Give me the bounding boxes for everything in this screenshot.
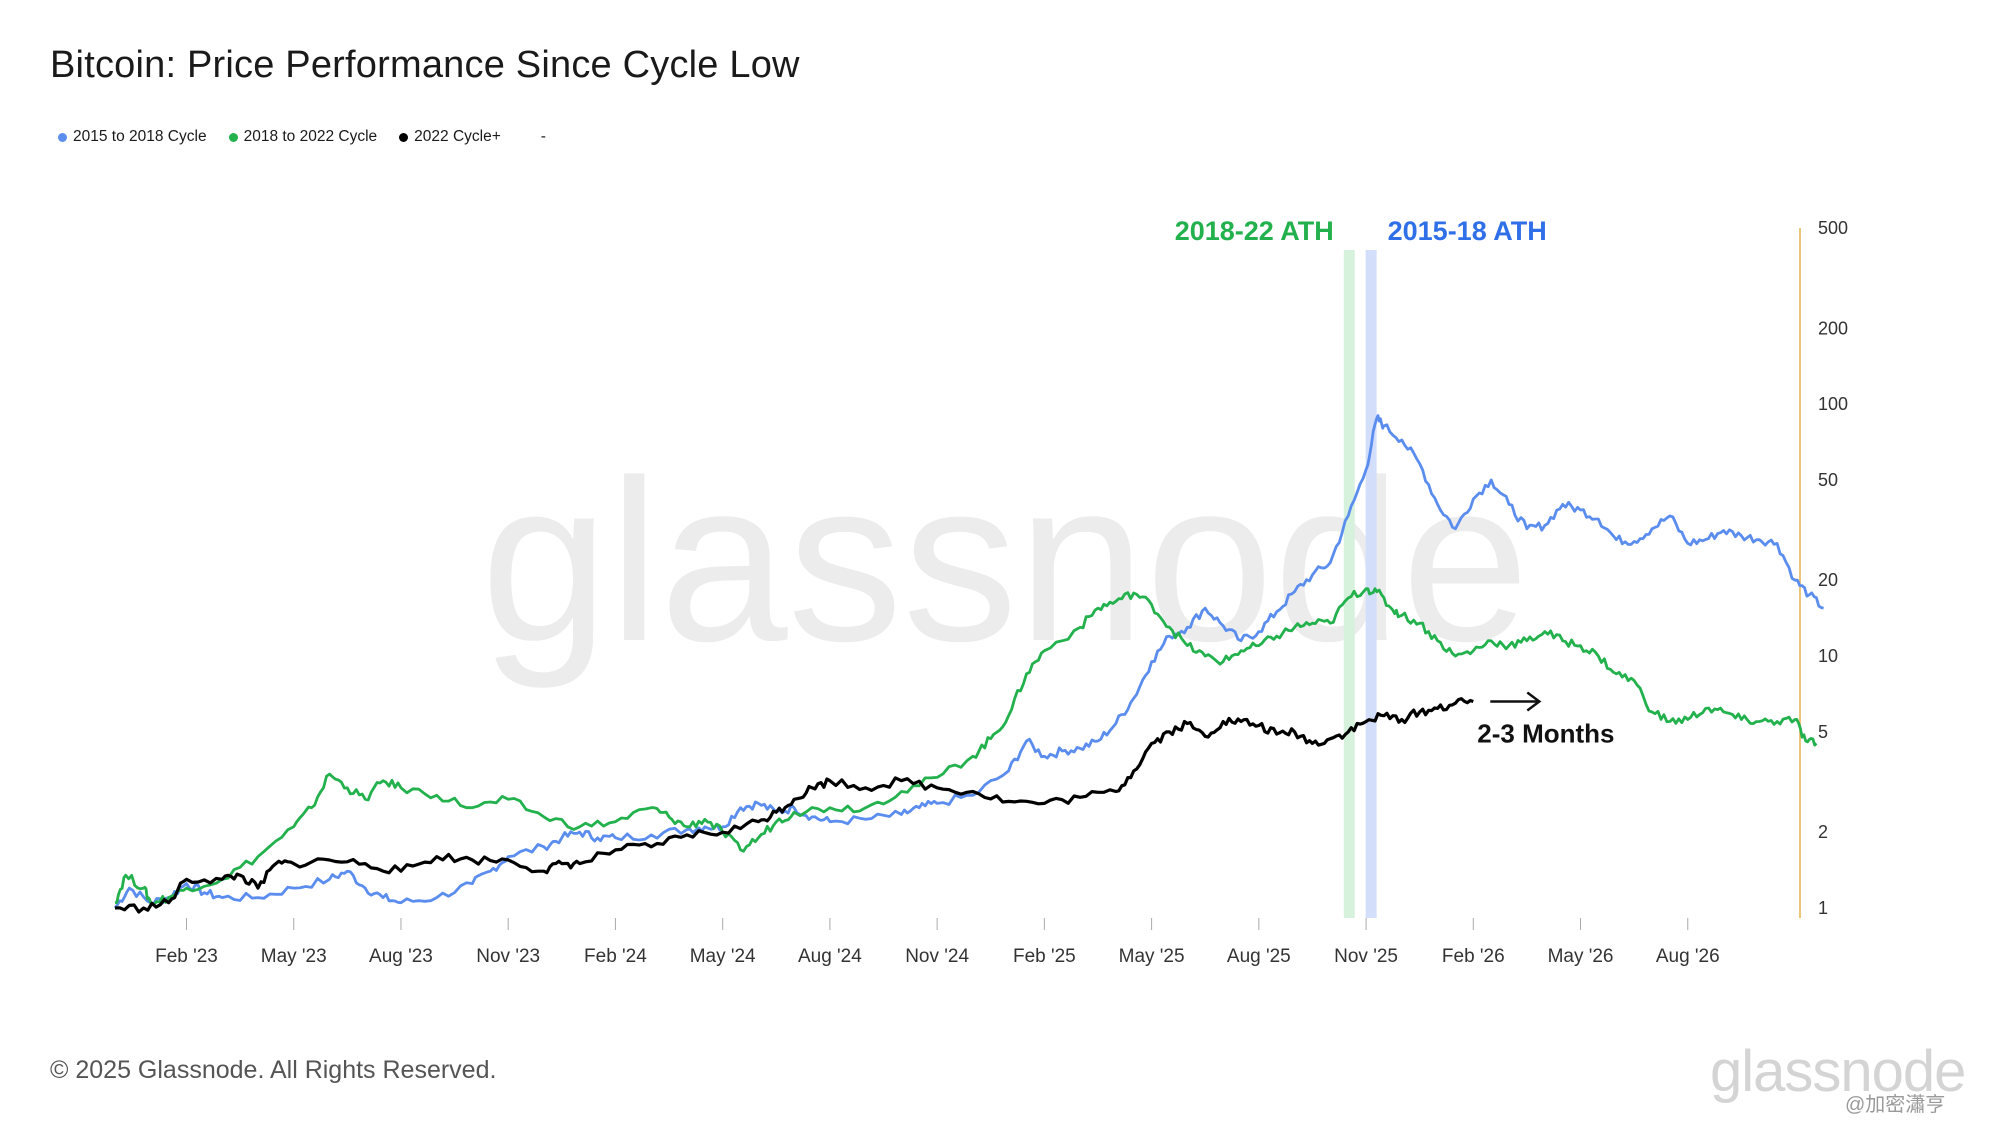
annotation-label: 2-3 Months bbox=[1477, 719, 1614, 749]
y-tick-label: 100 bbox=[1818, 394, 1848, 414]
chart-title: Bitcoin: Price Performance Since Cycle L… bbox=[50, 44, 800, 86]
ath-band-2018-22 bbox=[1343, 250, 1355, 918]
legend-item-2022-cycle[interactable]: 2022 Cycle+ bbox=[399, 128, 501, 146]
x-tick-label: May '26 bbox=[1548, 946, 1614, 967]
ath-band-2015-18 bbox=[1365, 250, 1377, 918]
x-tick-label: Feb '24 bbox=[584, 946, 647, 967]
x-tick-label: Feb '25 bbox=[1013, 946, 1076, 967]
x-tick-label: May '23 bbox=[261, 946, 327, 967]
legend-label: 2022 Cycle+ bbox=[414, 128, 501, 145]
legend-label: 2015 to 2018 Cycle bbox=[73, 128, 207, 145]
legend-dot-blue bbox=[58, 132, 67, 142]
legend-dot-black bbox=[399, 132, 409, 142]
ath-label-2018-22: 2018-22 ATH bbox=[1175, 216, 1334, 246]
glassnode-logo: glassnode bbox=[1710, 1039, 1966, 1104]
x-tick-label: Aug '26 bbox=[1656, 946, 1720, 967]
y-tick-label: 5 bbox=[1818, 722, 1828, 742]
legend-item-2015-2018[interactable]: 2015 to 2018 Cycle bbox=[58, 128, 207, 146]
annotation-arrow-head bbox=[1526, 691, 1542, 712]
x-tick-label: May '25 bbox=[1119, 946, 1185, 967]
legend-item-2018-2022[interactable]: 2018 to 2022 Cycle bbox=[228, 128, 378, 146]
legend-label: 2018 to 2022 Cycle bbox=[243, 128, 378, 145]
y-tick-label: 200 bbox=[1818, 318, 1848, 338]
x-tick-label: Aug '23 bbox=[369, 946, 433, 967]
x-tick-label: Nov '25 bbox=[1334, 946, 1398, 967]
legend-item-empty[interactable]: - bbox=[540, 128, 546, 145]
copyright-footer: © 2025 Glassnode. All Rights Reserved. bbox=[50, 1056, 497, 1084]
y-tick-label: 1 bbox=[1818, 898, 1828, 918]
x-tick-label: Aug '25 bbox=[1227, 946, 1291, 967]
x-tick-label: Nov '24 bbox=[905, 946, 969, 967]
y-tick-label: 10 bbox=[1818, 646, 1838, 666]
series-line-2022-cycle bbox=[114, 697, 1474, 914]
y-tick-label: 20 bbox=[1818, 570, 1838, 590]
x-tick-label: Feb '26 bbox=[1442, 946, 1505, 967]
weibo-watermark: @加密瀟亨 bbox=[1845, 1094, 1946, 1116]
x-tick-label: Aug '24 bbox=[798, 946, 862, 967]
x-tick-label: Nov '23 bbox=[476, 946, 540, 967]
series-line-2018-2022 bbox=[114, 587, 1818, 906]
chart-legend: 2015 to 2018 Cycle 2018 to 2022 Cycle 20… bbox=[58, 128, 546, 146]
y-tick-label: 50 bbox=[1818, 470, 1838, 490]
x-tick-label: Feb '23 bbox=[155, 946, 218, 967]
x-tick-label: May '24 bbox=[690, 946, 756, 967]
ath-label-2015-18: 2015-18 ATH bbox=[1388, 216, 1547, 246]
y-tick-label: 2 bbox=[1818, 822, 1828, 842]
legend-dot-green bbox=[228, 132, 238, 142]
y-tick-label: 500 bbox=[1818, 218, 1848, 238]
series-line-2015-2018 bbox=[113, 414, 1824, 909]
